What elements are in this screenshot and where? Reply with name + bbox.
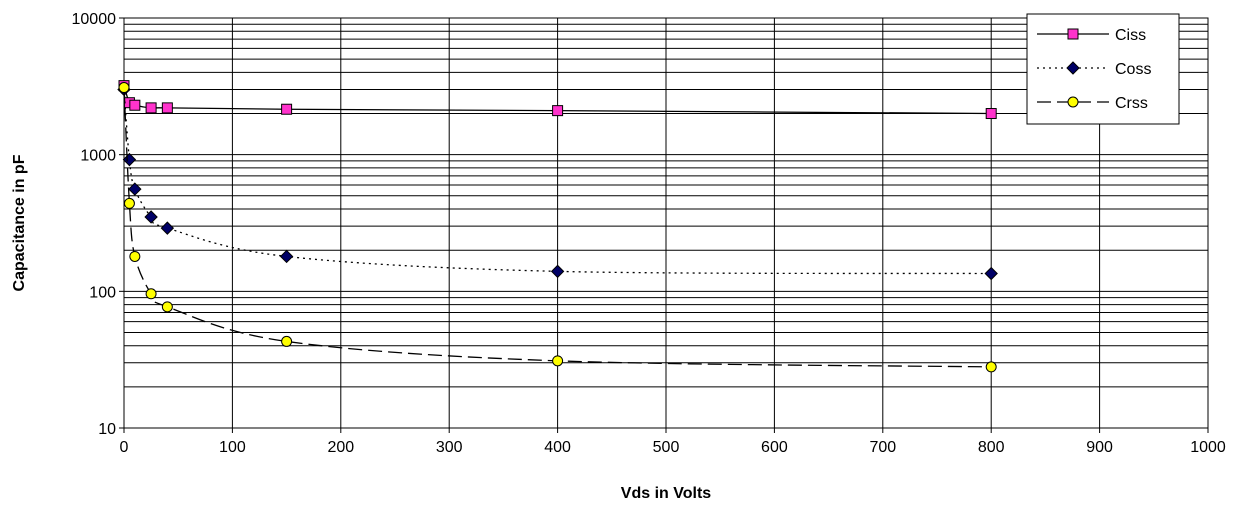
data-point-crss (161, 301, 173, 313)
series-coss (117, 82, 998, 281)
legend-label: Crss (1115, 95, 1148, 112)
x-tick-label: 700 (869, 439, 896, 456)
legend-item: Ciss (1037, 27, 1146, 44)
legend-label: Ciss (1115, 27, 1146, 44)
x-tick-label: 0 (120, 439, 129, 456)
x-tick-label: 300 (436, 439, 463, 456)
x-tick-label: 600 (761, 439, 788, 456)
series-layer (117, 80, 998, 373)
data-point-ciss (985, 108, 997, 120)
data-point-ciss (161, 102, 173, 114)
legend-marker (1066, 61, 1080, 75)
series-line-coss (123, 89, 992, 275)
data-point-ciss (129, 99, 141, 111)
data-point-coss (122, 152, 137, 167)
data-point-ciss (552, 105, 564, 117)
series-line-crss (123, 87, 992, 368)
legend-item: Coss (1037, 61, 1151, 78)
data-point-coss (160, 221, 175, 235)
data-point-crss (281, 335, 293, 347)
x-tick-label: 400 (544, 439, 571, 456)
legend: Ciss Coss Crss (1026, 13, 1180, 125)
y-tick-label: 10000 (72, 11, 117, 28)
x-tick-label: 1000 (1190, 439, 1226, 456)
data-point-coss (128, 182, 142, 196)
data-point-ciss (281, 103, 293, 115)
legend-box (1026, 13, 1180, 125)
x-tick-label: 900 (1086, 439, 1113, 456)
legend-item: Crss (1037, 95, 1148, 112)
x-tick-label: 500 (653, 439, 680, 456)
x-tick-label: 100 (219, 439, 246, 456)
y-tick-label: 10 (98, 421, 116, 438)
data-point-ciss (145, 102, 157, 114)
y-axis-title: Capacitance in pF (11, 154, 28, 291)
data-point-coss (279, 249, 294, 264)
data-point-coss (144, 210, 158, 224)
data-point-crss (552, 355, 564, 367)
data-point-crss (145, 288, 157, 300)
y-axis-ticks: 10 100 1000 10000 (72, 11, 124, 438)
series-crss (118, 82, 997, 373)
x-tick-label: 800 (978, 439, 1005, 456)
data-point-crss (118, 82, 130, 94)
x-axis-title: Vds in Volts (621, 485, 711, 502)
data-point-coss (984, 266, 998, 281)
legend-marker (1067, 96, 1079, 108)
data-point-crss (985, 361, 997, 373)
x-tick-label: 200 (327, 439, 354, 456)
legend-label: Coss (1115, 61, 1151, 78)
data-point-crss (129, 250, 141, 262)
y-tick-label: 1000 (80, 148, 116, 165)
legend-marker (1067, 28, 1079, 40)
data-point-coss (550, 264, 565, 279)
x-axis-ticks: 0 100 200 300 400 500 600 700 800 900 1000 (120, 428, 1226, 456)
y-tick-label: 100 (89, 284, 116, 301)
data-point-crss (123, 197, 135, 209)
